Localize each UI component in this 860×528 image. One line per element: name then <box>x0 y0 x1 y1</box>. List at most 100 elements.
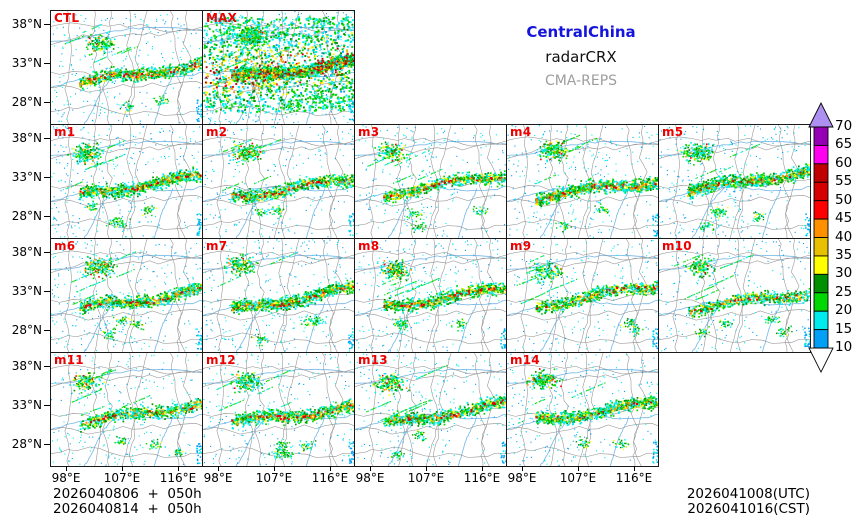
xtick-label-col3-2: 116°E <box>615 471 653 485</box>
panel-label-m11: m11 <box>54 353 84 367</box>
colorbar-under-arrow <box>808 347 834 374</box>
xtick-label-col0-0: 98°E <box>51 471 81 485</box>
panel-map-m2 <box>203 125 354 238</box>
panel-label-m14: m14 <box>510 353 540 367</box>
title-model: CMA-REPS <box>544 73 618 89</box>
ytick-mark <box>44 177 50 179</box>
panel-map-CTL <box>51 11 202 124</box>
colorbar-over-arrow <box>808 101 834 128</box>
colorbar-segment-0 <box>813 126 829 146</box>
panel-label-m3: m3 <box>358 125 380 139</box>
panel-label-m9: m9 <box>510 239 532 253</box>
colorbar-tick-60: 60 <box>835 154 853 171</box>
title-variable: radarCRX <box>545 48 617 66</box>
xtick-mark <box>178 466 180 471</box>
ytick-mark <box>44 63 50 65</box>
panel-map-MAX <box>203 11 354 124</box>
xtick-label-col3-0: 98°E <box>507 471 537 485</box>
ytick-mark <box>44 138 50 140</box>
colorbar-tick-45: 45 <box>835 210 853 227</box>
colorbar-segment-3 <box>813 181 829 202</box>
title-region: CentralChina <box>526 23 636 41</box>
ytick-label-row1-1: 33°N <box>11 170 42 184</box>
colorbar-segment-11 <box>813 329 829 349</box>
panel-map-m13 <box>355 353 506 466</box>
panel-map-m14 <box>507 353 658 466</box>
valid-time-block: 2026041008(UTC) 2026041016(CST) <box>687 487 810 517</box>
colorbar-segment-1 <box>813 144 829 165</box>
ytick-label-row3-0: 38°N <box>11 359 42 373</box>
colorbar-tick-50: 50 <box>835 191 853 208</box>
panel-label-m13: m13 <box>358 353 388 367</box>
colorbar-tick-65: 65 <box>835 136 853 153</box>
panel-label-m12: m12 <box>206 353 236 367</box>
colorbar-segment-4 <box>813 200 829 220</box>
colorbar-tick-20: 20 <box>835 302 853 319</box>
ytick-label-row2-0: 38°N <box>11 245 42 259</box>
ytick-mark <box>44 291 50 293</box>
colorbar-segment-9 <box>813 292 829 312</box>
ytick-mark <box>44 330 50 332</box>
panel-m6: m6 <box>50 238 203 353</box>
colorbar-segment-6 <box>813 237 829 257</box>
colorbar-tick-35: 35 <box>835 246 853 263</box>
valid-time-line2: 2026041016(CST) <box>687 501 810 517</box>
xtick-mark <box>66 466 68 471</box>
panel-map-m4 <box>507 125 658 238</box>
panel-m14: m14 <box>506 352 659 467</box>
ytick-mark <box>44 102 50 104</box>
xtick-mark <box>522 466 524 471</box>
ytick-label-row0-1: 33°N <box>11 56 42 70</box>
xtick-label-col0-1: 107°E <box>103 471 141 485</box>
panel-map-m9 <box>507 239 658 352</box>
panel-m13: m13 <box>354 352 507 467</box>
xtick-label-col1-0: 98°E <box>203 471 233 485</box>
colorbar-tick-15: 15 <box>835 320 853 337</box>
colorbar-segment-8 <box>813 273 829 294</box>
panel-m10: m10 <box>658 238 811 353</box>
valid-time-line1: 2026041008(UTC) <box>686 486 810 502</box>
panel-label-m8: m8 <box>358 239 380 253</box>
colorbar-segment-10 <box>813 310 829 331</box>
panel-map-m10 <box>659 239 810 352</box>
panel-map-m6 <box>51 239 202 352</box>
panel-m7: m7 <box>202 238 355 353</box>
xtick-mark <box>218 466 220 471</box>
panel-label-MAX: MAX <box>206 11 238 25</box>
xtick-label-col1-1: 107°E <box>255 471 293 485</box>
ytick-label-row1-0: 38°N <box>11 131 42 145</box>
xtick-label-col2-2: 116°E <box>463 471 501 485</box>
init-time-block: 2026040806 + 050h 2026040814 + 050h <box>53 487 202 517</box>
panel-label-m4: m4 <box>510 125 532 139</box>
panel-CTL: CTL <box>50 10 203 125</box>
panel-label-m6: m6 <box>54 239 76 253</box>
colorbar-segment-7 <box>813 255 829 275</box>
xtick-mark <box>634 466 636 471</box>
panel-map-m1 <box>51 125 202 238</box>
panel-map-m7 <box>203 239 354 352</box>
panel-m1: m1 <box>50 124 203 239</box>
ytick-label-row2-1: 33°N <box>11 284 42 298</box>
panel-label-m2: m2 <box>206 125 228 139</box>
panel-label-m1: m1 <box>54 125 76 139</box>
ytick-label-row3-2: 28°N <box>11 437 42 451</box>
ytick-label-row0-0: 38°N <box>11 17 42 31</box>
panel-map-m3 <box>355 125 506 238</box>
ytick-mark <box>44 24 50 26</box>
xtick-mark <box>122 466 124 471</box>
colorbar-tick-25: 25 <box>835 283 853 300</box>
init-time-line1: 2026040806 + 050h <box>53 486 202 502</box>
colorbar-tick-70: 70 <box>835 118 853 134</box>
ytick-label-row2-2: 28°N <box>11 323 42 337</box>
xtick-label-col3-1: 107°E <box>559 471 597 485</box>
xtick-mark <box>482 466 484 471</box>
panel-MAX: MAX <box>202 10 355 125</box>
colorbar-tick-55: 55 <box>835 173 853 190</box>
ytick-mark <box>44 252 50 254</box>
panel-m4: m4 <box>506 124 659 239</box>
ytick-label-row1-2: 28°N <box>11 209 42 223</box>
panel-map-m8 <box>355 239 506 352</box>
ytick-mark <box>44 216 50 218</box>
panel-m5: m5 <box>658 124 811 239</box>
